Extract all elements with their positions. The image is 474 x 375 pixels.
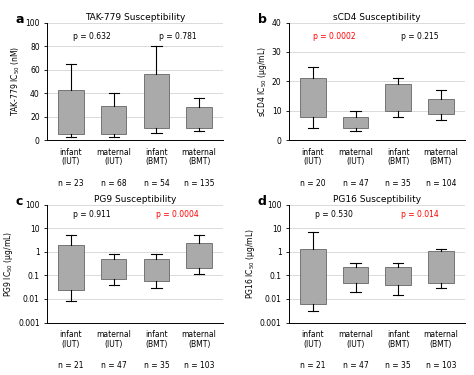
Text: p = 0.530: p = 0.530 <box>315 210 353 219</box>
Text: a: a <box>16 13 24 26</box>
Bar <box>428 251 454 282</box>
Bar <box>101 259 127 279</box>
Text: p = 0.781: p = 0.781 <box>159 32 197 41</box>
Bar <box>385 84 411 111</box>
Text: n = 35: n = 35 <box>385 179 411 188</box>
Text: p = 0.0004: p = 0.0004 <box>156 210 199 219</box>
Text: p = 0.632: p = 0.632 <box>73 32 111 41</box>
Text: n = 23: n = 23 <box>58 179 84 188</box>
Title: PG16 Susceptibility: PG16 Susceptibility <box>333 195 421 204</box>
Text: n = 54: n = 54 <box>144 179 169 188</box>
Bar <box>186 243 212 268</box>
Bar <box>343 267 368 282</box>
Bar <box>343 117 368 128</box>
Text: n = 21: n = 21 <box>58 362 83 370</box>
Text: n = 47: n = 47 <box>101 362 127 370</box>
Bar <box>186 107 212 128</box>
Text: b: b <box>258 13 266 26</box>
Title: PG9 Susceptibility: PG9 Susceptibility <box>94 195 176 204</box>
Text: n = 103: n = 103 <box>184 362 214 370</box>
Bar <box>428 99 454 114</box>
Bar <box>144 74 169 128</box>
Text: p = 0.911: p = 0.911 <box>73 210 111 219</box>
Text: p = 0.215: p = 0.215 <box>401 32 438 41</box>
Y-axis label: TAK-779 IC$_{50}$ (nM): TAK-779 IC$_{50}$ (nM) <box>10 46 22 117</box>
Title: sCD4 Susceptibility: sCD4 Susceptibility <box>333 13 421 22</box>
Bar <box>144 259 169 280</box>
Title: TAK-779 Susceptibility: TAK-779 Susceptibility <box>85 13 185 22</box>
Text: n = 47: n = 47 <box>343 179 368 188</box>
Text: d: d <box>258 195 266 208</box>
Bar <box>101 106 127 134</box>
Text: p = 0.014: p = 0.014 <box>401 210 438 219</box>
Text: n = 103: n = 103 <box>426 362 456 370</box>
Y-axis label: PG16 IC$_{50}$ (μg/mL): PG16 IC$_{50}$ (μg/mL) <box>244 228 257 299</box>
Text: n = 68: n = 68 <box>101 179 127 188</box>
Text: n = 20: n = 20 <box>300 179 326 188</box>
Bar <box>58 245 84 290</box>
Text: p = 0.0002: p = 0.0002 <box>313 32 356 41</box>
Text: n = 35: n = 35 <box>144 362 169 370</box>
Text: n = 35: n = 35 <box>385 362 411 370</box>
Bar <box>300 78 326 117</box>
Text: n = 135: n = 135 <box>184 179 214 188</box>
Text: n = 104: n = 104 <box>426 179 456 188</box>
Y-axis label: PG9 IC$_{50}$ (μg/mL): PG9 IC$_{50}$ (μg/mL) <box>2 231 15 297</box>
Bar <box>385 267 411 285</box>
Text: c: c <box>16 195 23 208</box>
Bar <box>58 90 84 134</box>
Y-axis label: sCD4 IC$_{50}$ (μg/mL): sCD4 IC$_{50}$ (μg/mL) <box>256 46 269 117</box>
Text: n = 47: n = 47 <box>343 362 368 370</box>
Bar <box>300 249 326 304</box>
Text: n = 21: n = 21 <box>300 362 326 370</box>
